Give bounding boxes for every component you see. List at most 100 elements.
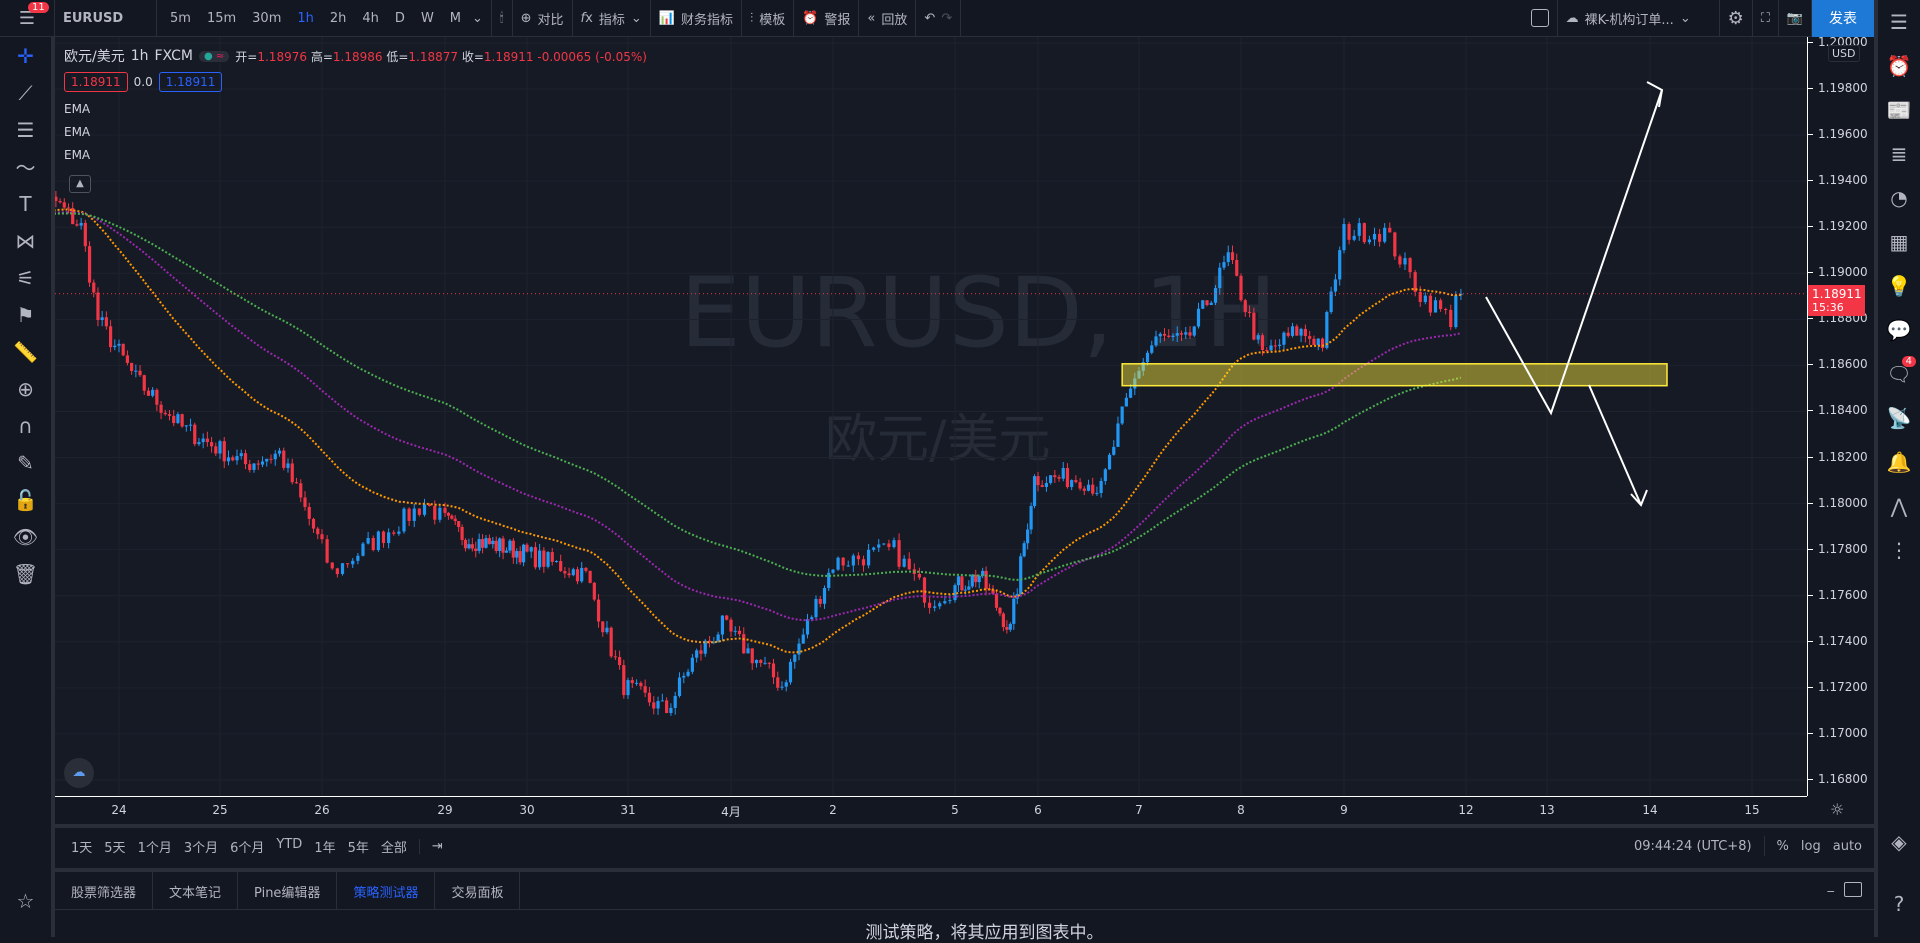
range-3[interactable]: 3个月 [183,840,219,856]
range-4[interactable]: 6个月 [230,840,265,856]
more-dots-icon[interactable]: ⋮ [1889,538,1909,562]
streams-icon[interactable]: 📡 [1886,406,1912,430]
xabcd-tool[interactable]: ⋈ [15,228,36,253]
trend-line-tool[interactable]: ⟋ [18,80,33,105]
symbol-search[interactable]: EURUSD [55,0,157,37]
range-7[interactable]: 5年 [347,840,369,856]
layout-toggle[interactable] [1523,0,1558,37]
undo-redo[interactable]: ↶ ↷ [916,0,962,37]
pencil-lock-tool[interactable]: ✎ [17,450,34,475]
chevron-down-icon[interactable]: ⌄ [472,10,483,26]
templates-button[interactable]: ⫶ 模板 [742,0,795,37]
data-window-icon[interactable]: ≣ [1890,142,1908,166]
fullscreen-button[interactable]: ⛶ [1753,0,1779,37]
lock-tool[interactable]: 🔓 [13,487,38,512]
zoom-tool[interactable]: ⊕ [17,376,34,401]
price-axis[interactable]: USD 1.18911 15:36 1.20000 1.19800 1.19600 1… [1807,35,1874,796]
menu-button[interactable]: ☰ 11 [0,0,55,37]
candle-body [273,453,277,460]
forecast-tool[interactable]: ⚟ [16,265,35,290]
tradingview-logo[interactable]: ☁ [64,758,94,788]
panel-tab-1[interactable]: 文本笔记 [153,872,239,910]
auto-toggle[interactable]: auto [1832,838,1862,854]
goto-date-icon[interactable]: ⇥ [418,838,443,854]
range-5[interactable]: YTD [276,836,303,852]
undo-icon[interactable]: ↶ [924,10,936,26]
sell-button[interactable]: 1.18911 [64,72,128,92]
timeframe-15m[interactable]: 15m [206,10,237,26]
watchlist-icon[interactable]: ☰ [1890,10,1908,34]
range-6[interactable]: 1年 [314,840,336,856]
timeframe-1h[interactable]: 1h [297,10,314,26]
timeframe-4h[interactable]: 4h [362,10,379,26]
replay-button[interactable]: « 回放 [859,0,917,37]
candle-body [1061,468,1065,479]
buy-button[interactable]: 1.18911 [158,72,223,92]
redo-icon[interactable]: ↷ [941,10,953,26]
compare-button[interactable]: ⊕ 对比 [513,0,573,37]
ruler-tool[interactable]: 📏 [13,339,38,364]
alarm-clock-icon[interactable]: ⏰ [1886,54,1912,78]
panel-tab-0[interactable]: 股票筛选器 [55,872,154,910]
notifications-bell-icon[interactable]: 🔔 [1886,450,1912,474]
timeframe-5m[interactable]: 5m [170,10,191,26]
market-status-icon[interactable]: ● ≈ [198,50,230,62]
trading-chart-icon[interactable]: ⋀ [1890,494,1908,518]
trash-tool[interactable]: 🗑 [12,561,39,586]
indicator-ema-3[interactable]: EMA [64,148,91,162]
currency-label[interactable]: USD [1828,45,1860,62]
timeframe-W[interactable]: W [420,10,434,26]
favorites-star-icon[interactable]: ☆ [16,888,35,913]
snapshot-button[interactable]: 📷 [1779,0,1812,37]
text-tool[interactable]: T [19,191,32,216]
indicators-button[interactable]: fx 指标 ⌄ [573,0,651,37]
news-icon[interactable]: 📰 [1886,98,1912,122]
panel-tab-3[interactable]: 策略测试器 [337,872,436,910]
range-8[interactable]: 全部 [380,840,407,856]
chats-icon[interactable]: 💬 [1886,318,1912,342]
eye-tool[interactable]: 👁 [12,524,39,549]
range-0[interactable]: 1天 [71,840,93,856]
panel-tab-2[interactable]: Pine编辑器 [238,872,338,910]
financials-button[interactable]: 📊 财务指标 [651,0,742,37]
publish-button[interactable]: 发表 [1812,0,1874,37]
percent-toggle[interactable]: % [1776,838,1789,854]
minimize-panel-button[interactable]: _ [1827,878,1835,893]
ideas-bulb-icon[interactable]: 💡 [1886,274,1912,298]
candle-body [780,686,784,688]
collapse-legend-button[interactable]: ▲ [69,175,91,193]
chart-pane[interactable]: EURUSD, 1H 欧元/美元 ▲ ☁ [55,37,1807,796]
ema-fast-line [55,208,1461,654]
settings-button[interactable]: ⚙ [1720,0,1753,37]
chart-type-button[interactable]: 🕯 [492,0,513,37]
indicator-ema-2[interactable]: EMA [64,125,91,139]
timeframe-M[interactable]: M [449,10,462,26]
timeframe-30m[interactable]: 30m [252,10,282,26]
range-2[interactable]: 1个月 [137,840,172,856]
calendar-icon[interactable]: ▦ [1889,230,1909,254]
timeframe-D[interactable]: D [394,10,405,26]
candle-body [1032,476,1037,506]
magnet-tool[interactable]: ∩ [18,413,33,438]
pattern-tool[interactable]: 〜 [15,156,36,180]
layers-icon[interactable]: ◈ [1891,830,1907,854]
axis-settings-button[interactable]: ☼ [1830,800,1845,819]
crosshair-tool[interactable]: ✛ [17,43,34,68]
panel-tab-4[interactable]: 交易面板 [435,872,521,910]
maximize-panel-button[interactable] [1844,882,1862,897]
range-1[interactable]: 5天 [104,840,126,856]
help-icon[interactable]: ? [1893,892,1905,916]
price-chart[interactable] [55,37,1807,796]
layout-name-dropdown[interactable]: ☁ 裸K-机构订单... ⌄ [1558,0,1720,37]
indicator-ema-1[interactable]: EMA [64,102,91,116]
alert-button[interactable]: ⏰ 警报 [794,0,860,37]
flag-icons-tool[interactable]: ⚑ [16,302,35,327]
timeframe-2h[interactable]: 2h [329,10,347,26]
private-chat-icon[interactable]: 🗨 4 [1878,352,1920,396]
hotlist-icon[interactable]: ◔ [1890,186,1908,210]
log-toggle[interactable]: log [1800,838,1821,854]
fib-tool[interactable]: ☰ [16,117,35,142]
candle-body [96,292,100,321]
clock[interactable]: 09:44:24 (UTC+8) [1633,838,1752,854]
time-axis[interactable]: 24 25 26 29 30 31 4月 2 5 6 7 8 9 12 13 14 15 [55,796,1807,824]
